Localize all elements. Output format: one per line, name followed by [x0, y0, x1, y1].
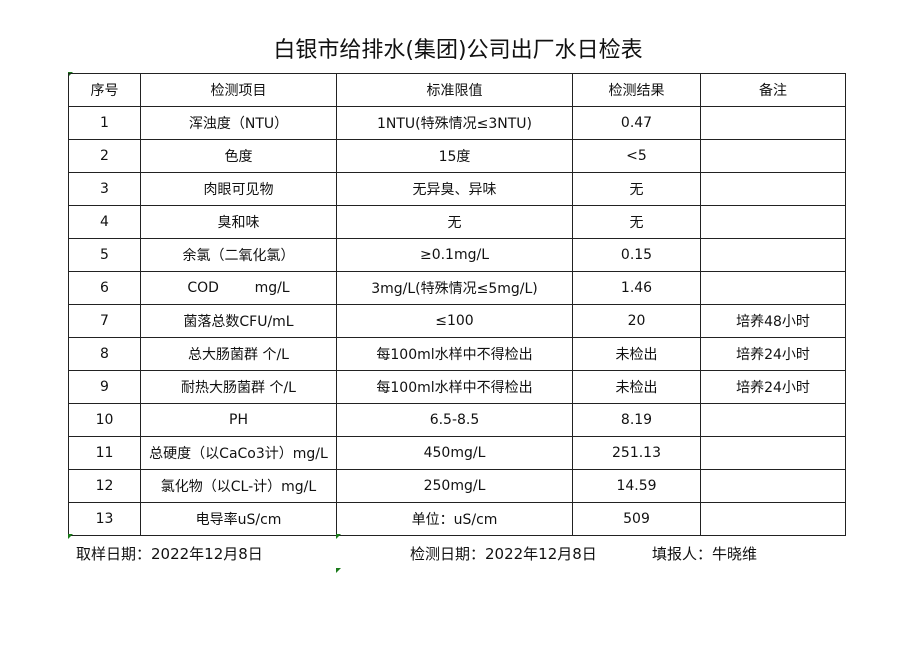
remark-cell — [700, 139, 846, 173]
table-row: 5 余氯（二氧化氯） ≥0.1mg/L 0.15 — [68, 238, 846, 272]
remark-cell — [700, 502, 846, 536]
row-number-cell: 10 — [68, 403, 141, 437]
row-number-cell: 4 — [68, 205, 141, 239]
test-item-cell: 总大肠菌群 个/L — [140, 337, 337, 371]
cell-marker — [68, 534, 73, 539]
standard-limit-cell: ≥0.1mg/L — [336, 238, 573, 272]
test-item-cell: 浑浊度（NTU） — [140, 106, 337, 140]
standard-limit-cell: 250mg/L — [336, 469, 573, 503]
row-number-cell: 3 — [68, 172, 141, 206]
standard-limit-cell: 15度 — [336, 139, 573, 173]
test-item-cell: 色度 — [140, 139, 337, 173]
row-number-cell: 5 — [68, 238, 141, 272]
table-row: 1 浑浊度（NTU） 1NTU(特殊情况≤3NTU) 0.47 — [68, 106, 846, 140]
header-cell: 序号 — [68, 73, 141, 107]
table-row: 11 总硬度（以CaCo3计）mg/L 450mg/L 251.13 — [68, 436, 846, 470]
test-result-cell: 1.46 — [572, 271, 701, 305]
test-result-cell: 无 — [572, 172, 701, 206]
test-result-cell: 251.13 — [572, 436, 701, 470]
test-result-cell: 0.47 — [572, 106, 701, 140]
remark-cell — [700, 403, 846, 437]
standard-limit-cell: 单位：uS/cm — [336, 502, 573, 536]
test-item-cell: 臭和味 — [140, 205, 337, 239]
remark-cell — [700, 172, 846, 206]
row-number-cell: 11 — [68, 436, 141, 470]
cell-marker — [336, 534, 341, 539]
test-item-cell: 菌落总数CFU/mL — [140, 304, 337, 338]
test-result-cell: 20 — [572, 304, 701, 338]
remark-cell — [700, 271, 846, 305]
standard-limit-cell: 3mg/L(特殊情况≤5mg/L) — [336, 271, 573, 305]
test-item-cell: 总硬度（以CaCo3计）mg/L — [140, 436, 337, 470]
test-item-cell: COD mg/L — [140, 271, 337, 305]
table-row: 8 总大肠菌群 个/L 每100ml水样中不得检出 未检出 培养24小时 — [68, 337, 846, 371]
remark-cell: 培养48小时 — [700, 304, 846, 338]
test-item-cell: 氯化物（以CL-计）mg/L — [140, 469, 337, 503]
row-number-cell: 12 — [68, 469, 141, 503]
row-number-cell: 9 — [68, 370, 141, 404]
standard-limit-cell: 每100ml水样中不得检出 — [336, 370, 573, 404]
row-number-cell: 6 — [68, 271, 141, 305]
standard-limit-cell: 无异臭、异味 — [336, 172, 573, 206]
remark-cell — [700, 238, 846, 272]
header-cell: 检测项目 — [140, 73, 337, 107]
row-number-cell: 8 — [68, 337, 141, 371]
header-cell: 备注 — [700, 73, 846, 107]
inspection-table: 序号 检测项目 标准限值 检测结果 备注 1 浑浊度（NTU） 1NTU(特殊情况≤… — [68, 73, 846, 536]
standard-limit-cell: 450mg/L — [336, 436, 573, 470]
test-item-cell: 耐热大肠菌群 个/L — [140, 370, 337, 404]
table-row: 6 COD mg/L 3mg/L(特殊情况≤5mg/L) 1.46 — [68, 271, 846, 305]
table-row: 13 电导率uS/cm 单位：uS/cm 509 — [68, 502, 846, 536]
test-item-cell: 电导率uS/cm — [140, 502, 337, 536]
remark-cell — [700, 205, 846, 239]
row-number-cell: 2 — [68, 139, 141, 173]
test-result-cell: 未检出 — [572, 370, 701, 404]
test-date: 检测日期：2022年12月8日 — [410, 545, 597, 563]
standard-limit-cell: 6.5-8.5 — [336, 403, 573, 437]
sampling-date: 取样日期：2022年12月8日 — [76, 545, 263, 563]
test-item-cell: PH — [140, 403, 337, 437]
table-row: 12 氯化物（以CL-计）mg/L 250mg/L 14.59 — [68, 469, 846, 503]
remark-cell: 培养24小时 — [700, 337, 846, 371]
table-header-row: 序号 检测项目 标准限值 检测结果 备注 — [68, 73, 846, 107]
table-row: 9 耐热大肠菌群 个/L 每100ml水样中不得检出 未检出 培养24小时 — [68, 370, 846, 404]
table-row: 2 色度 15度 <5 — [68, 139, 846, 173]
table-row: 4 臭和味无无 — [68, 205, 846, 239]
header-cell: 标准限值 — [336, 73, 573, 107]
test-item-cell: 肉眼可见物 — [140, 172, 337, 206]
test-item-cell: 余氯（二氧化氯） — [140, 238, 337, 272]
test-result-cell: 14.59 — [572, 469, 701, 503]
standard-limit-cell: ≤100 — [336, 304, 573, 338]
standard-limit-cell: 每100ml水样中不得检出 — [336, 337, 573, 371]
test-result-cell: 0.15 — [572, 238, 701, 272]
table-row: 7 菌落总数CFU/mL ≤100 20 培养48小时 — [68, 304, 846, 338]
table-row: 10 PH 6.5-8.5 8.19 — [68, 403, 846, 437]
row-number-cell: 1 — [68, 106, 141, 140]
page-title: 白银市给排水(集团)公司出厂水日检表 — [273, 38, 643, 63]
test-result-cell: 509 — [572, 502, 701, 536]
test-result-cell: 无 — [572, 205, 701, 239]
test-result-cell: 8.19 — [572, 403, 701, 437]
standard-limit-cell: 1NTU(特殊情况≤3NTU) — [336, 106, 573, 140]
reporter: 填报人：牛晓维 — [652, 545, 758, 563]
remark-cell — [700, 469, 846, 503]
remark-cell: 培养24小时 — [700, 370, 846, 404]
header-cell: 检测结果 — [572, 73, 701, 107]
remark-cell — [700, 106, 846, 140]
remark-cell — [700, 436, 846, 470]
test-result-cell: <5 — [572, 139, 701, 173]
cell-marker — [336, 568, 341, 573]
table-row: 3 肉眼可见物 无异臭、异味无 — [68, 172, 846, 206]
standard-limit-cell: 无 — [336, 205, 573, 239]
row-number-cell: 7 — [68, 304, 141, 338]
test-result-cell: 未检出 — [572, 337, 701, 371]
row-number-cell: 13 — [68, 502, 141, 536]
